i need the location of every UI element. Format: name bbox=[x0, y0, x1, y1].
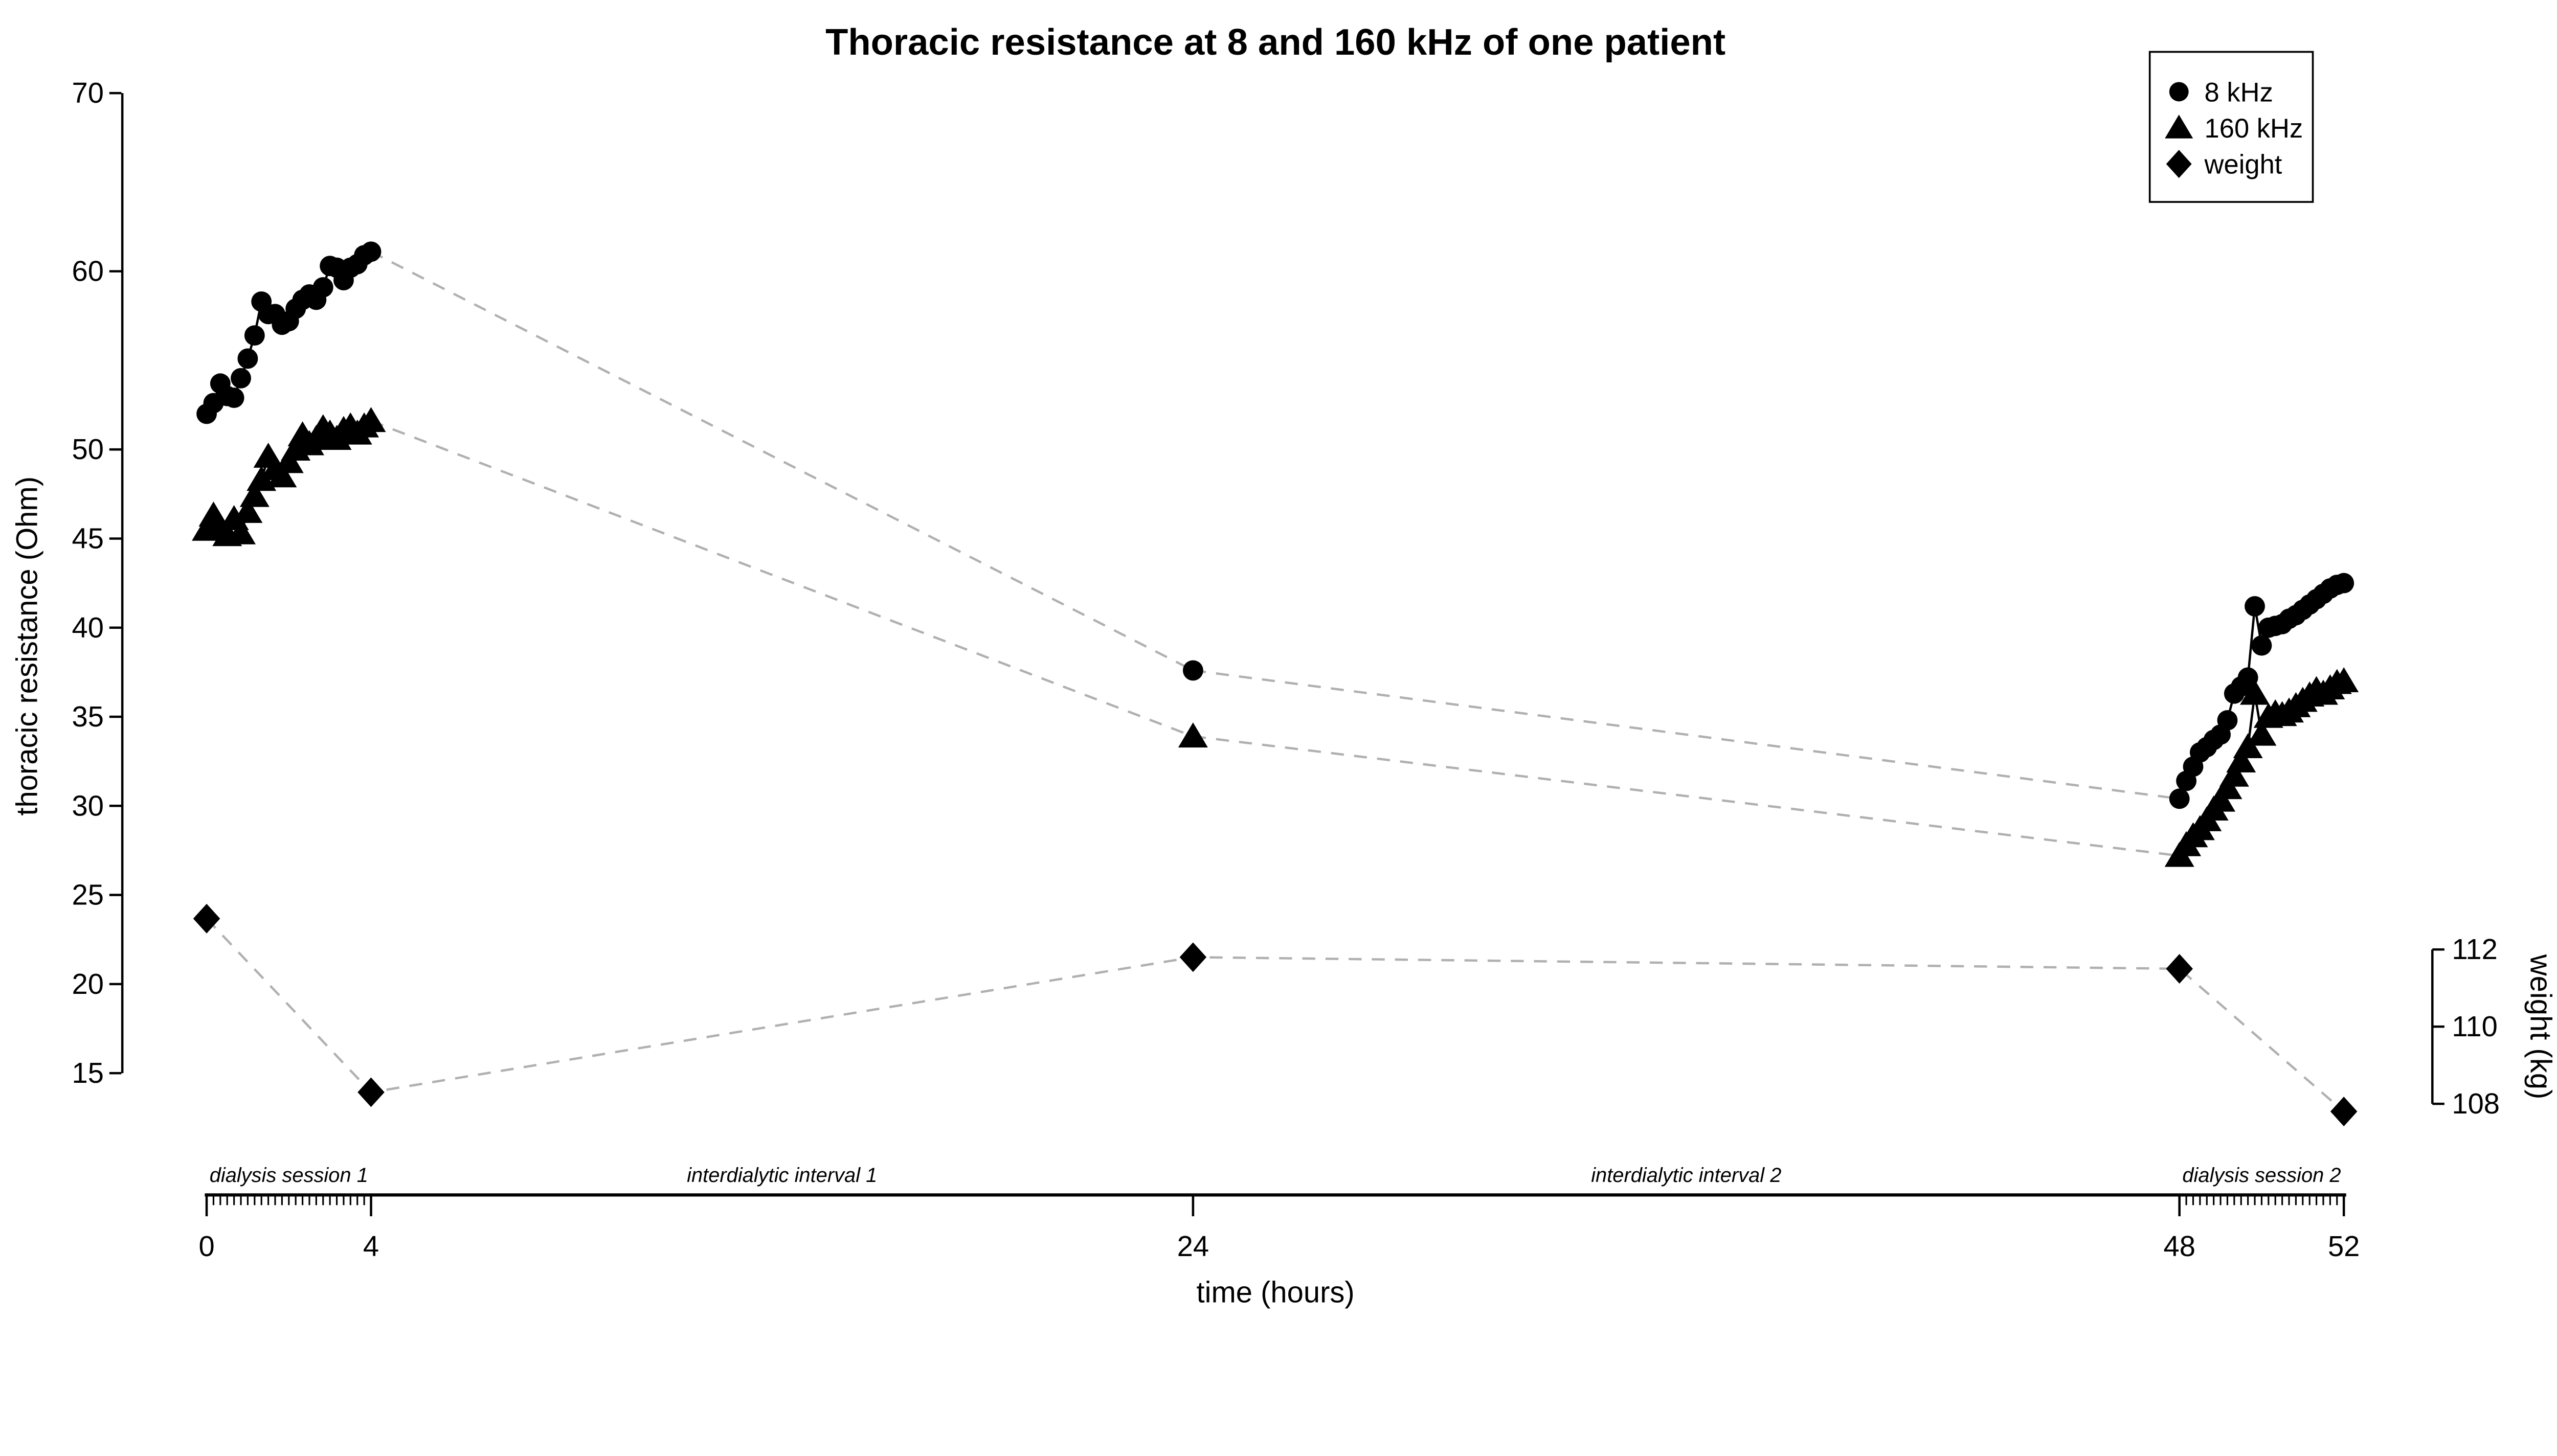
y-tick-label: 60 bbox=[72, 255, 103, 287]
legend-label: 8 kHz bbox=[2205, 77, 2273, 107]
triangle-icon bbox=[2247, 720, 2277, 746]
y-tick-label: 45 bbox=[72, 522, 103, 554]
x-tick-label: 48 bbox=[2163, 1230, 2195, 1262]
x-tick-label: 4 bbox=[363, 1230, 379, 1262]
y-right-axis-title: weight (kg) bbox=[2524, 954, 2556, 1100]
triangle-icon bbox=[356, 407, 386, 433]
legend-box bbox=[2148, 51, 2314, 203]
circle-icon bbox=[2169, 788, 2190, 809]
interval-annotation: interdialytic interval 2 bbox=[1591, 1164, 1781, 1187]
diamond-icon bbox=[2166, 150, 2192, 178]
y-tick-label: 50 bbox=[72, 433, 103, 465]
diamond-icon bbox=[2330, 1097, 2358, 1127]
circle-icon bbox=[2245, 596, 2265, 617]
circle-icon bbox=[2251, 635, 2272, 656]
interval-annotation: dialysis session 1 bbox=[210, 1164, 368, 1187]
circle-icon bbox=[361, 241, 382, 262]
chart-title: Thoracic resistance at 8 and 160 kHz of … bbox=[825, 21, 1725, 63]
dashed-connector bbox=[206, 918, 2345, 1112]
interval-annotation: interdialytic interval 1 bbox=[687, 1164, 877, 1187]
triangle-icon bbox=[2165, 115, 2193, 139]
circle-icon bbox=[237, 348, 258, 369]
triangle-icon bbox=[233, 498, 263, 523]
triangle-icon bbox=[267, 462, 297, 488]
circle-icon bbox=[2334, 573, 2354, 594]
x-tick-label: 24 bbox=[1177, 1230, 1209, 1262]
triangle-icon bbox=[226, 519, 256, 544]
diamond-icon bbox=[193, 903, 220, 934]
thoracic-resistance-chart: Thoracic resistance at 8 and 160 kHz of … bbox=[11, 21, 2557, 1309]
chart-page: Thoracic resistance at 8 and 160 kHz of … bbox=[11, 21, 2557, 1309]
triangle-icon bbox=[1178, 722, 1208, 748]
weight-tick-label: 108 bbox=[2452, 1087, 2500, 1120]
circle-icon bbox=[223, 388, 244, 408]
circle-icon bbox=[2217, 710, 2238, 731]
title-group: Thoracic resistance at 8 and 160 kHz of … bbox=[825, 21, 1725, 63]
interval-annotation: dialysis session 2 bbox=[2182, 1164, 2341, 1187]
y-right-axis: 112 110 108 weight (kg) bbox=[2431, 933, 2556, 1120]
triangle-icon bbox=[2226, 747, 2256, 772]
circle-icon bbox=[312, 277, 333, 298]
legend-label: weight bbox=[2204, 150, 2282, 180]
dashed-connector bbox=[370, 420, 1194, 738]
y-tick-label: 20 bbox=[72, 968, 103, 1000]
y-tick-label: 25 bbox=[72, 879, 103, 911]
weight-tick-label: 112 bbox=[2452, 933, 2498, 965]
legend-label: 160 kHz bbox=[2205, 113, 2303, 144]
dashed-connector bbox=[1193, 669, 2180, 800]
triangle-icon bbox=[2240, 679, 2270, 705]
y-tick-label: 15 bbox=[72, 1057, 103, 1089]
triangle-icon bbox=[239, 482, 270, 507]
weight-tick-label: 110 bbox=[2452, 1010, 2498, 1042]
y-tick-label: 30 bbox=[72, 789, 103, 822]
x-tick-label: 52 bbox=[2328, 1230, 2360, 1262]
circle-icon bbox=[244, 325, 265, 346]
circle-icon bbox=[231, 368, 251, 389]
y-tick-label: 70 bbox=[72, 77, 103, 109]
legend: 8 kHz 160 kHz weight bbox=[2148, 51, 2314, 203]
x-axis: 0 4 24 48 52 time (hours) bbox=[198, 1193, 2360, 1309]
circle-icon bbox=[1182, 660, 1203, 681]
circle-icon bbox=[2169, 82, 2189, 102]
y-left-axis: 70 60 50 45 40 35 30 25 20 15 thoracic resistance … bbox=[11, 77, 124, 1089]
interval-annotations: dialysis session 1 interdialytic interval… bbox=[210, 1164, 2341, 1187]
dashed-connector bbox=[1193, 735, 2180, 857]
series-160-khz bbox=[192, 407, 2359, 867]
diamond-icon bbox=[357, 1077, 385, 1107]
series-8-khz bbox=[196, 241, 2354, 809]
diamond-icon bbox=[2166, 953, 2193, 984]
x-axis-title: time (hours) bbox=[1196, 1277, 1354, 1309]
triangle-icon bbox=[2219, 761, 2249, 787]
y-tick-label: 35 bbox=[72, 700, 103, 733]
triangle-icon bbox=[2329, 667, 2359, 693]
diamond-icon bbox=[1179, 942, 1207, 972]
x-tick-label: 0 bbox=[198, 1230, 214, 1262]
y-tick-label: 40 bbox=[72, 611, 103, 644]
dashed-connector bbox=[370, 251, 1194, 672]
y-left-axis-title: thoracic resistance (Ohm) bbox=[11, 476, 43, 816]
series-weight bbox=[193, 903, 2358, 1127]
circle-icon bbox=[2237, 667, 2258, 688]
